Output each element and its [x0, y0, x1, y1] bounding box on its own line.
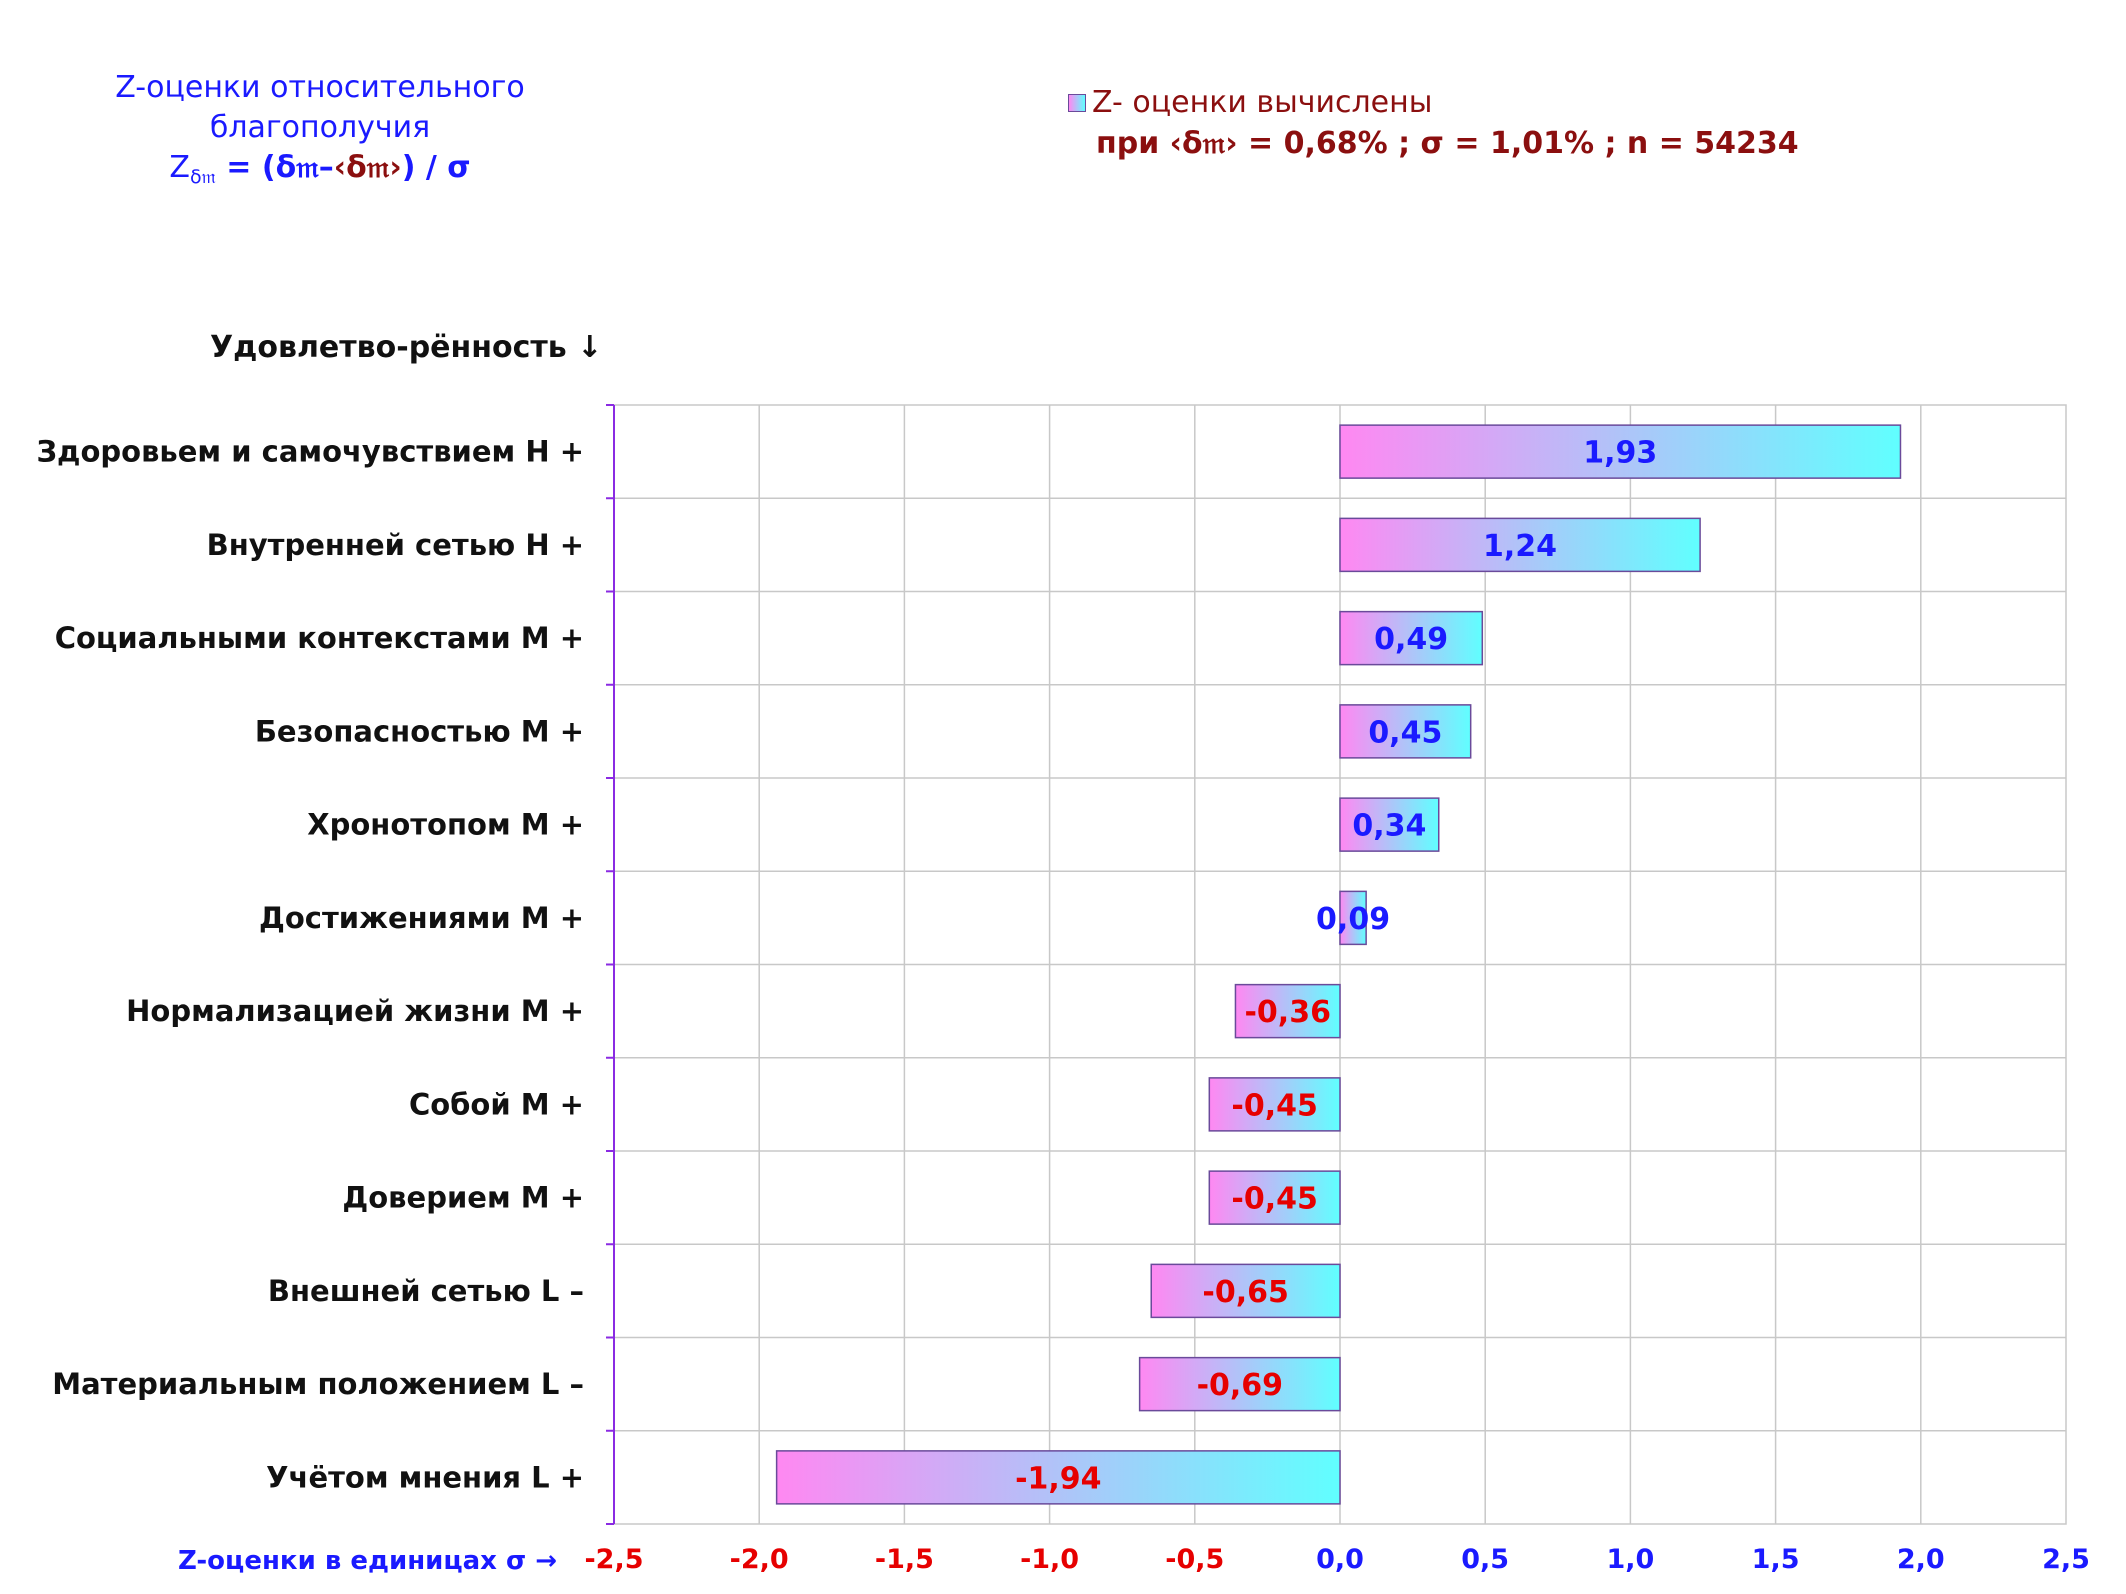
x-tick-label: 0,5	[1461, 1544, 1509, 1575]
x-tick-label: 1,5	[1752, 1544, 1800, 1575]
value-label: 1,93	[1583, 436, 1657, 471]
category-label: Учётом мнения L +	[266, 1460, 584, 1494]
legend-entry: Z- оценки вычислены	[1068, 82, 1799, 123]
grid	[606, 404, 2067, 1525]
category-label: Достижениями M +	[259, 901, 584, 935]
legend: Z- оценки вычислены при ‹δ𝔪› = 0,68% ; σ…	[1068, 82, 1799, 164]
category-label: Здоровьем и самочувствием H +	[36, 435, 584, 469]
bar	[1339, 517, 1701, 573]
bar	[1208, 1077, 1341, 1132]
value-labels: 1,93 1,24 0,49 0,45 0,34 0,09 -0,36 -0,45 -0,45 -…	[1015, 436, 1657, 1497]
legend-params: при ‹δ𝔪› = 0,68% ; σ = 1,01% ; n = 54234	[1096, 126, 1799, 161]
bar	[1339, 704, 1472, 759]
x-axis-title: Z-оценки в единицах σ →	[178, 1546, 558, 1576]
formula-z: Z	[169, 150, 190, 185]
x-tick-label: 0,0	[1316, 1544, 1364, 1575]
category-label: Внутренней сетью H +	[207, 528, 584, 562]
category-label: Безопасностью M +	[255, 714, 584, 748]
x-tick-label: 2,0	[1897, 1544, 1945, 1575]
value-label: 0,49	[1374, 622, 1448, 657]
bar	[1339, 890, 1367, 946]
category-label: Собой M +	[409, 1087, 584, 1121]
category-label: Материальным положением L –	[52, 1367, 584, 1401]
category-label: Социальными контекстами M +	[55, 621, 584, 655]
title-line-1: Z-оценки относительного	[115, 70, 525, 105]
x-tick-label: 2,5	[2042, 1544, 2090, 1575]
title-line-2: благополучия	[209, 110, 431, 145]
bar	[775, 1450, 1341, 1505]
formula-subscript: δ𝔪	[189, 166, 216, 188]
bars	[775, 424, 1902, 1505]
x-tick-label: -1,0	[1020, 1544, 1079, 1575]
x-tick-label: -1,5	[875, 1544, 934, 1575]
value-label: -0,65	[1202, 1275, 1288, 1310]
legend-swatch	[1068, 94, 1086, 112]
x-tick-label: -0,5	[1165, 1544, 1224, 1575]
title-formula: Zδ𝔪 = (δ𝔪–‹δ𝔪›) / σ	[110, 148, 530, 197]
formula-mean: ‹δ𝔪›	[333, 150, 402, 185]
chart-title: Z-оценки относительного благополучия Zδ𝔪…	[110, 68, 530, 197]
value-label: 0,34	[1352, 809, 1426, 844]
tick-labels: -2,5 -2,0 -1,5 -1,0 -0,5 0,0 0,5 1,0 1,5 2,0 2,5	[584, 1544, 2089, 1575]
value-label: 1,24	[1483, 529, 1557, 564]
bar	[1150, 1263, 1341, 1319]
category-label: Доверием M +	[342, 1181, 584, 1215]
value-label: 0,09	[1316, 902, 1390, 937]
formula-diff: = (δ𝔪–	[215, 150, 334, 185]
category-label: Внешней сетью L –	[268, 1274, 584, 1308]
category-label: Хронотопом M +	[307, 808, 584, 842]
x-tick-label: 1,0	[1606, 1544, 1654, 1575]
x-tick-label: -2,0	[730, 1544, 789, 1575]
bar	[1339, 797, 1440, 852]
bar	[1234, 983, 1341, 1039]
legend-entry-label: Z- оценки вычислены	[1092, 85, 1433, 120]
value-label: -0,45	[1231, 1088, 1317, 1123]
value-label: -1,94	[1015, 1461, 1101, 1496]
category-label: Нормализацией жизни M +	[126, 994, 584, 1028]
x-tick-label: -2,5	[584, 1544, 643, 1575]
value-label: -0,69	[1197, 1368, 1283, 1403]
category-labels: Здоровьем и самочувствием H + Внутренней …	[36, 435, 584, 1495]
bar	[1339, 424, 1902, 479]
bar	[1138, 1356, 1341, 1412]
bar	[1339, 610, 1484, 666]
value-label: -0,36	[1244, 995, 1330, 1030]
value-label: -0,45	[1231, 1182, 1317, 1217]
value-label: 0,45	[1368, 715, 1442, 750]
bar	[1208, 1170, 1341, 1225]
formula-tail: ) / σ	[401, 150, 471, 185]
y-axis-title: Удовлетво-рённость ↓	[210, 330, 603, 365]
